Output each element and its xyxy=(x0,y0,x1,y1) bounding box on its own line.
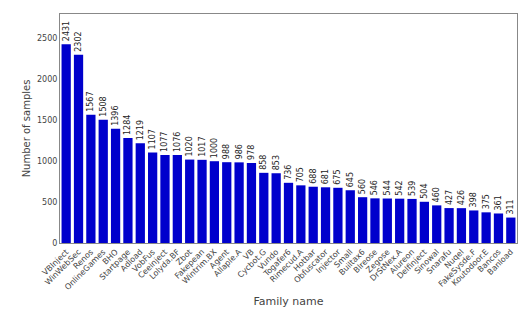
svg-text:Renos: Renos xyxy=(72,247,96,271)
svg-text:460: 460 xyxy=(432,187,441,202)
svg-text:WinWebSec: WinWebSec xyxy=(43,247,83,287)
svg-text:Obfuscator: Obfuscator xyxy=(292,247,330,285)
svg-text:Hotbar: Hotbar xyxy=(292,247,318,273)
svg-text:1020: 1020 xyxy=(185,136,194,156)
svg-text:Zegose: Zegose xyxy=(364,247,391,274)
svg-text:Snarafu: Snarafu xyxy=(425,247,453,275)
svg-text:361: 361 xyxy=(494,195,503,210)
svg-text:Injector: Injector xyxy=(314,247,342,275)
svg-text:986: 986 xyxy=(235,144,244,159)
svg-text:1219: 1219 xyxy=(136,120,145,140)
svg-text:Togafer6: Togafer6 xyxy=(261,247,292,278)
svg-text:Family name: Family name xyxy=(253,295,323,308)
svg-text:675: 675 xyxy=(333,170,342,185)
svg-text:DrStNex.A: DrStNex.A xyxy=(368,247,404,283)
svg-text:978: 978 xyxy=(247,145,256,160)
svg-text:Banload: Banload xyxy=(486,247,515,276)
svg-text:427: 427 xyxy=(445,190,454,205)
svg-text:Zbot: Zbot xyxy=(174,247,194,267)
svg-text:FakeSysde.F: FakeSysde.F xyxy=(437,247,478,288)
svg-text:853: 853 xyxy=(272,155,281,170)
svg-text:1567: 1567 xyxy=(86,91,95,111)
svg-text:1077: 1077 xyxy=(160,132,169,152)
svg-text:858: 858 xyxy=(259,155,268,170)
svg-text:Wintrim.BX: Wintrim.BX xyxy=(180,247,219,286)
svg-text:1107: 1107 xyxy=(148,129,157,149)
svg-text:Small: Small xyxy=(332,247,354,269)
svg-text:Nuqel: Nuqel xyxy=(443,247,466,270)
svg-text:Blreose: Blreose xyxy=(352,247,379,274)
svg-text:OnlineGames: OnlineGames xyxy=(63,247,107,291)
svg-text:539: 539 xyxy=(408,181,417,196)
svg-text:500: 500 xyxy=(42,198,57,207)
svg-text:688: 688 xyxy=(309,168,318,183)
svg-text:Cycbot.G: Cycbot.G xyxy=(236,247,268,279)
svg-text:Agent: Agent xyxy=(208,247,231,270)
svg-text:988: 988 xyxy=(222,144,231,159)
svg-text:Alureon: Alureon xyxy=(388,247,416,275)
svg-text:544: 544 xyxy=(383,180,392,195)
svg-text:504: 504 xyxy=(420,183,429,198)
svg-text:2431: 2431 xyxy=(62,21,71,41)
svg-text:560: 560 xyxy=(358,179,367,194)
svg-text:VBInject: VBInject xyxy=(41,247,71,277)
svg-text:VB: VB xyxy=(242,247,256,261)
svg-text:1076: 1076 xyxy=(173,132,182,152)
svg-text:Builtax6: Builtax6 xyxy=(337,247,367,277)
svg-text:Sinowal: Sinowal xyxy=(413,247,441,275)
svg-text:2500: 2500 xyxy=(37,34,57,43)
svg-text:Koutodoor.E: Koutodoor.E xyxy=(450,247,490,287)
svg-text:Bancos: Bancos xyxy=(476,247,503,274)
svg-text:Startpage: Startpage xyxy=(98,247,132,281)
svg-text:Lolyda.BF: Lolyda.BF xyxy=(148,247,182,281)
svg-text:645: 645 xyxy=(346,172,355,187)
svg-text:Vundo: Vundo xyxy=(256,247,280,271)
svg-text:2302: 2302 xyxy=(74,31,83,51)
svg-text:Ceeinject: Ceeinject xyxy=(136,247,169,280)
svg-text:Adload: Adload xyxy=(119,247,145,273)
svg-text:Fakepean: Fakepean xyxy=(173,247,206,280)
svg-text:1000: 1000 xyxy=(210,138,219,158)
svg-text:542: 542 xyxy=(395,180,404,195)
svg-text:311: 311 xyxy=(506,199,515,214)
svg-text:Delfinject: Delfinject xyxy=(395,247,428,280)
svg-text:705: 705 xyxy=(296,167,305,182)
svg-text:0: 0 xyxy=(52,239,57,248)
svg-text:Number of samples: Number of samples xyxy=(21,80,32,178)
svg-text:1017: 1017 xyxy=(198,136,207,156)
svg-text:Rimecud.A: Rimecud.A xyxy=(268,247,305,284)
svg-text:398: 398 xyxy=(469,192,478,207)
svg-text:426: 426 xyxy=(457,190,466,205)
svg-text:546: 546 xyxy=(370,180,379,195)
svg-text:375: 375 xyxy=(482,194,491,209)
svg-text:1000: 1000 xyxy=(37,157,57,166)
svg-text:1284: 1284 xyxy=(123,115,132,135)
svg-text:BHO: BHO xyxy=(101,247,120,266)
svg-text:681: 681 xyxy=(321,169,330,184)
svg-text:VobFus: VobFus xyxy=(131,247,157,273)
svg-text:Allaple.A: Allaple.A xyxy=(212,247,244,279)
svg-text:1396: 1396 xyxy=(111,105,120,125)
svg-text:1508: 1508 xyxy=(99,96,108,116)
svg-text:2000: 2000 xyxy=(37,75,57,84)
svg-text:1500: 1500 xyxy=(37,116,57,125)
svg-text:736: 736 xyxy=(284,165,293,180)
